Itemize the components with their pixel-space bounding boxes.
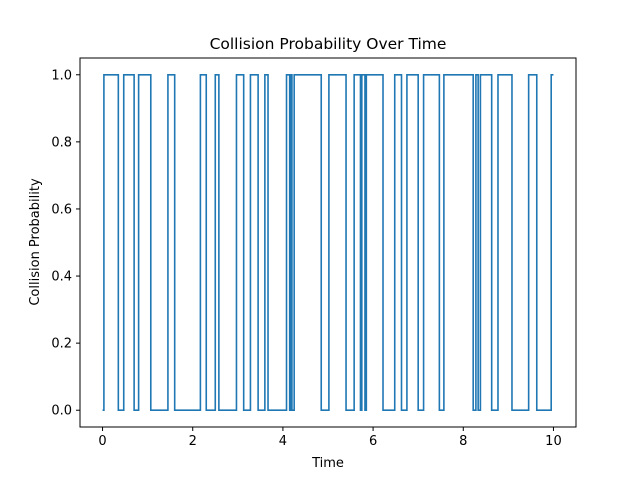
x-tick-label: 2 xyxy=(189,434,197,449)
chart-title: Collision Probability Over Time xyxy=(210,35,447,53)
y-tick-label: 0.8 xyxy=(51,135,72,150)
x-tick-label: 6 xyxy=(369,434,377,449)
series-line-0 xyxy=(102,73,554,412)
plot-area xyxy=(102,73,554,412)
y-tick-label: 0.2 xyxy=(51,337,72,352)
y-tick-label: 0.6 xyxy=(51,202,72,217)
y-tick-label: 0.4 xyxy=(51,270,72,285)
x-axis-label: Time xyxy=(311,456,344,471)
y-axis: 0.0 0.2 0.4 0.6 0.8 1.0 xyxy=(51,68,80,419)
x-axis: 0 2 4 6 8 10 xyxy=(98,427,562,449)
x-tick-label: 0 xyxy=(98,434,106,449)
x-tick-label: 8 xyxy=(459,434,467,449)
y-axis-label: Collision Probability xyxy=(28,178,43,306)
y-tick-label: 1.0 xyxy=(51,68,72,83)
axes-frame xyxy=(79,57,577,428)
x-tick-label: 4 xyxy=(279,434,287,449)
y-tick-label: 0.0 xyxy=(51,404,72,419)
x-tick-label: 10 xyxy=(545,434,562,449)
